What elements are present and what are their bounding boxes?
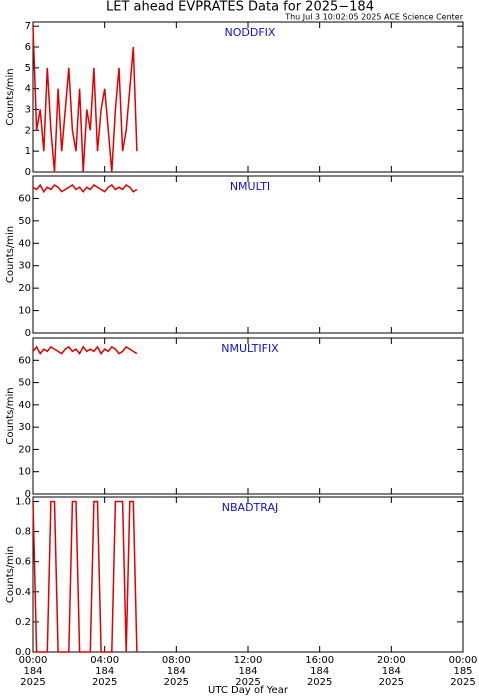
x-tick-label: 2025 (235, 677, 260, 688)
y-tick-label: 1 (25, 146, 31, 157)
y-tick-label: 20 (18, 444, 31, 455)
y-axis-label: Counts/min (5, 226, 16, 283)
data-line (32, 345, 138, 355)
y-tick-label: 0.8 (15, 527, 31, 538)
y-tick-label: 50 (18, 216, 31, 227)
y-tick-label: 40 (18, 400, 31, 411)
x-tick-label: 2025 (20, 677, 45, 688)
y-tick-label: 1.0 (15, 497, 31, 508)
y-axis-label: Counts/min (5, 387, 16, 444)
y-tick-label: 40 (18, 238, 31, 249)
x-tick-label: 00:00 (449, 655, 478, 666)
x-tick-label: 2025 (92, 677, 117, 688)
x-tick-label: 185 (453, 666, 472, 677)
y-tick-label: 0.2 (15, 617, 31, 628)
y-tick-label: 4 (25, 84, 31, 95)
x-tick-label: 00:00 (19, 655, 48, 666)
x-tick-label: 184 (382, 666, 401, 677)
x-tick-label: 184 (310, 666, 329, 677)
x-tick-label: 184 (167, 666, 186, 677)
data-line (32, 500, 138, 653)
y-tick-label: 60 (18, 355, 31, 366)
x-tick-label: 2025 (379, 677, 404, 688)
x-tick-label: 2025 (164, 677, 189, 688)
y-tick-label: 20 (18, 283, 31, 294)
y-tick-label: 50 (18, 378, 31, 389)
page-title: LET ahead EVPRATES Data for 2025−184 (106, 0, 374, 15)
panel-title: NMULTIFIX (221, 342, 279, 355)
x-tick-label: 2025 (450, 677, 475, 688)
y-tick-label: 2 (25, 125, 31, 136)
x-tick-label: 20:00 (377, 655, 406, 666)
x-tick-label: 184 (95, 666, 114, 677)
y-tick-label: 5 (25, 63, 31, 74)
plot-frame (32, 337, 464, 495)
panel-title: NODDFIX (225, 26, 276, 39)
y-tick-label: 60 (18, 193, 31, 204)
y-tick-label: 10 (18, 306, 31, 317)
y-tick-label: 0.4 (15, 587, 31, 598)
y-tick-label: 3 (25, 105, 31, 116)
x-axis-label: UTC Day of Year (208, 685, 289, 696)
header: Thu Jul 3 10:02:05 2025 ACE Science Cent… (284, 13, 463, 22)
panel-title: NMULTI (230, 180, 270, 193)
y-axis-label: Counts/min (5, 546, 16, 603)
x-tick-label: 184 (23, 666, 42, 677)
y-tick-label: 6 (25, 42, 31, 53)
y-axis-label: Counts/min (5, 68, 16, 125)
y-tick-label: 30 (18, 261, 31, 272)
y-tick-label: 0 (25, 167, 31, 178)
y-tick-label: 0.0 (15, 647, 31, 658)
y-tick-label: 7 (25, 21, 31, 32)
x-tick-label: 2025 (307, 677, 332, 688)
plot-frame (32, 175, 464, 334)
panel-title: NBADTRAJ (222, 501, 278, 514)
y-tick-label: 0 (25, 489, 31, 500)
y-tick-label: 30 (18, 422, 31, 433)
x-tick-label: 04:00 (90, 655, 119, 666)
y-tick-label: 0 (25, 328, 31, 339)
x-tick-label: 16:00 (305, 655, 334, 666)
y-tick-label: 0.6 (15, 557, 31, 568)
x-tick-label: 184 (238, 666, 257, 677)
x-tick-label: 08:00 (162, 655, 191, 666)
data-line (32, 26, 138, 173)
x-tick-label: 12:00 (234, 655, 263, 666)
data-line (32, 183, 138, 194)
y-tick-label: 10 (18, 467, 31, 478)
